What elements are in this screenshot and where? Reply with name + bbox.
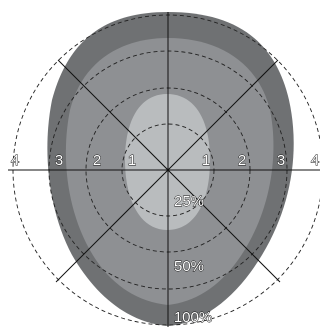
left-label-4: 4 (11, 152, 19, 169)
percent-label-50: 50% (174, 258, 204, 275)
diagonal-axis-ne-sw (55, 59, 279, 283)
percent-label-100: 100% (174, 309, 212, 326)
diagonal-axis-nw-se (57, 59, 281, 283)
left-label-2: 2 (93, 152, 101, 169)
left-label-1: 1 (128, 152, 136, 169)
right-label-3: 3 (277, 152, 285, 169)
right-label-2: 2 (238, 152, 246, 169)
left-label-3: 3 (55, 152, 63, 169)
right-label-4: 4 (311, 152, 319, 169)
right-label-1: 1 (202, 152, 210, 169)
percent-label-25: 25% (174, 193, 204, 210)
